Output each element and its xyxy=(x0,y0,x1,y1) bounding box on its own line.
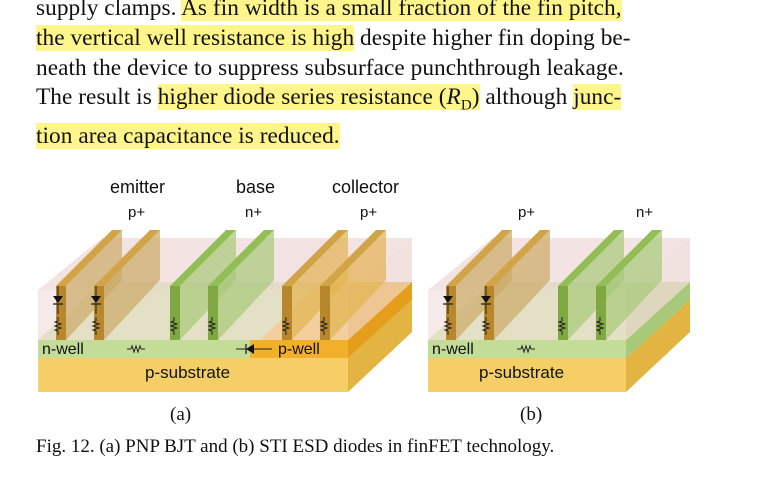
diagram-a: emitter base collector p+ n+ p+ n-well p… xyxy=(38,177,412,425)
p-doping-label: p+ xyxy=(518,204,535,221)
highlighted-text: tion area capacitance is reduced. xyxy=(36,122,340,149)
highlighted-text: As fin width is a small fraction of the … xyxy=(181,0,622,21)
diode-symbol xyxy=(236,344,272,354)
text-line-5: tion area capacitance is reduced. xyxy=(36,122,776,152)
text-segment: despite higher fin doping be- xyxy=(354,24,631,51)
fin-p-1 xyxy=(446,230,512,340)
substrate-side xyxy=(626,300,690,392)
text-segment: although xyxy=(479,84,574,111)
emitter-label: emitter xyxy=(110,177,165,197)
sti-side xyxy=(348,238,412,340)
base-label: base xyxy=(236,177,275,197)
substrate-side xyxy=(348,300,412,392)
diode-symbol xyxy=(53,286,63,314)
collector-label: collector xyxy=(332,177,399,197)
text-segment: supply clamps. xyxy=(36,0,182,21)
diode-symbol xyxy=(91,286,101,314)
pwell-front xyxy=(250,340,348,358)
text-line-3: neath the device to suppress subsurface … xyxy=(36,54,776,84)
device-diagrams: emitter base collector p+ n+ p+ n-well p… xyxy=(38,177,690,425)
pwell-side xyxy=(348,282,412,358)
figure-12: emitter base collector p+ n+ p+ n-well p… xyxy=(0,160,779,430)
fin-emitter-2 xyxy=(94,230,160,340)
text-segment: higher diode series resistance ( xyxy=(157,84,447,111)
substrate-label: p-substrate xyxy=(479,363,564,382)
highlighted-text: the vertical well resistance is high xyxy=(36,24,355,51)
base-doping-label: n+ xyxy=(245,204,262,221)
emitter-doping-label: p+ xyxy=(128,204,145,221)
text-line-1: supply clamps. As fin width is a small f… xyxy=(36,0,776,24)
substrate-label: p-substrate xyxy=(145,363,230,382)
math-subscript: D xyxy=(460,98,472,115)
subfigure-label-a: (a) xyxy=(170,404,191,425)
fin-base-2 xyxy=(208,230,274,340)
sti-side xyxy=(626,238,690,340)
diagram-b: p+ n+ n-well p-substrate (b) xyxy=(428,204,690,425)
text-segment: neath the device to suppress subsurface … xyxy=(36,54,624,81)
diode-symbol xyxy=(443,286,453,314)
text-line-2: the vertical well resistance is high des… xyxy=(36,24,776,54)
text-segment: The result is xyxy=(36,84,158,111)
text-line-4: The result is higher diode series resist… xyxy=(36,83,776,121)
fin-p-2 xyxy=(484,230,550,340)
n-doping-label: n+ xyxy=(636,204,653,221)
body-paragraph: supply clamps. As fin width is a small f… xyxy=(36,0,776,152)
nwell-label: n-well xyxy=(42,341,84,358)
substrate-front xyxy=(38,358,348,392)
nwell-label: n-well xyxy=(432,341,474,358)
substrate-front xyxy=(428,358,626,392)
highlighted-text: higher diode series resistance (RD) xyxy=(157,84,480,114)
text-segment: ) xyxy=(471,84,480,111)
subfigure-label-b: (b) xyxy=(520,404,542,425)
pwell-label: p-well xyxy=(278,341,320,358)
nwell-side xyxy=(626,282,690,358)
math-symbol: R xyxy=(446,84,461,111)
figure-caption: Fig. 12. (a) PNP BJT and (b) STI ESD dio… xyxy=(36,436,555,457)
collector-doping-label: p+ xyxy=(360,204,377,221)
diode-symbol xyxy=(481,286,491,314)
highlighted-text: junc- xyxy=(573,84,622,111)
